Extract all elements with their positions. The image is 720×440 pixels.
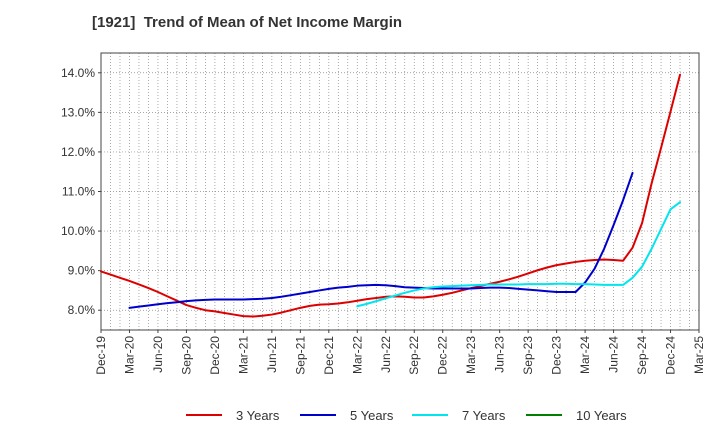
x-tick-label: Mar-21 xyxy=(236,336,250,374)
x-tick-label: Dec-23 xyxy=(550,336,564,375)
legend-swatch-7-years xyxy=(412,414,448,416)
x-tick-label: Mar-22 xyxy=(350,336,364,374)
x-tick-label: Sep-22 xyxy=(407,336,421,375)
x-tick-label: Jun-24 xyxy=(607,336,621,373)
x-tick-label: Dec-22 xyxy=(436,336,450,375)
legend-swatch-5-years xyxy=(300,414,336,416)
x-tick-label: Dec-24 xyxy=(664,336,678,375)
x-tick-label: Sep-20 xyxy=(179,336,193,375)
legend-label-3-years: 3 Years xyxy=(236,407,280,423)
legend-item-3-years: 3 Years xyxy=(186,404,279,426)
legend: 3 Years 5 Years 7 Years 10 Years xyxy=(0,404,720,426)
legend-label-7-years: 7 Years xyxy=(462,407,506,423)
x-tick-label: Mar-23 xyxy=(464,336,478,374)
x-tick-label: Sep-23 xyxy=(521,336,535,375)
legend-item-5-years: 5 Years xyxy=(300,404,393,426)
y-tick-label: 11.0% xyxy=(62,185,95,199)
plot-area xyxy=(101,53,699,330)
x-tick-label: Mar-20 xyxy=(122,336,136,374)
x-tick-label: Jun-20 xyxy=(151,336,165,373)
x-tick-label: Sep-21 xyxy=(293,336,307,375)
y-tick-label: 14.0% xyxy=(61,66,95,80)
x-tick-label: Sep-24 xyxy=(635,336,649,375)
x-tick-label: Dec-21 xyxy=(322,336,336,375)
y-tick-label: 8.0% xyxy=(68,303,96,317)
x-tick-label: Dec-20 xyxy=(208,336,222,375)
y-tick-label: 12.0% xyxy=(61,145,95,159)
x-tick-label: Mar-25 xyxy=(692,336,706,374)
legend-swatch-3-years xyxy=(186,414,222,416)
legend-item-10-years: 10 Years xyxy=(526,404,627,426)
x-tick-label: Dec-19 xyxy=(94,336,108,375)
x-tick-label: Jun-21 xyxy=(265,336,279,373)
legend-swatch-10-years xyxy=(526,414,562,416)
series-line-7-years xyxy=(356,201,682,308)
series-line-5-years xyxy=(128,171,634,309)
legend-item-7-years: 7 Years xyxy=(412,404,505,426)
y-tick-label: 10.0% xyxy=(61,224,95,238)
x-tick-label: Jun-22 xyxy=(379,336,393,373)
legend-label-10-years: 10 Years xyxy=(576,407,627,423)
chart-title: [1921] Trend of Mean of Net Income Margi… xyxy=(92,14,403,31)
x-tick-label: Jun-23 xyxy=(493,336,507,373)
y-tick-label: 13.0% xyxy=(61,105,95,119)
y-tick-label: 9.0% xyxy=(68,264,96,278)
x-tick-label: Mar-24 xyxy=(578,336,592,374)
legend-label-5-years: 5 Years xyxy=(350,407,394,423)
